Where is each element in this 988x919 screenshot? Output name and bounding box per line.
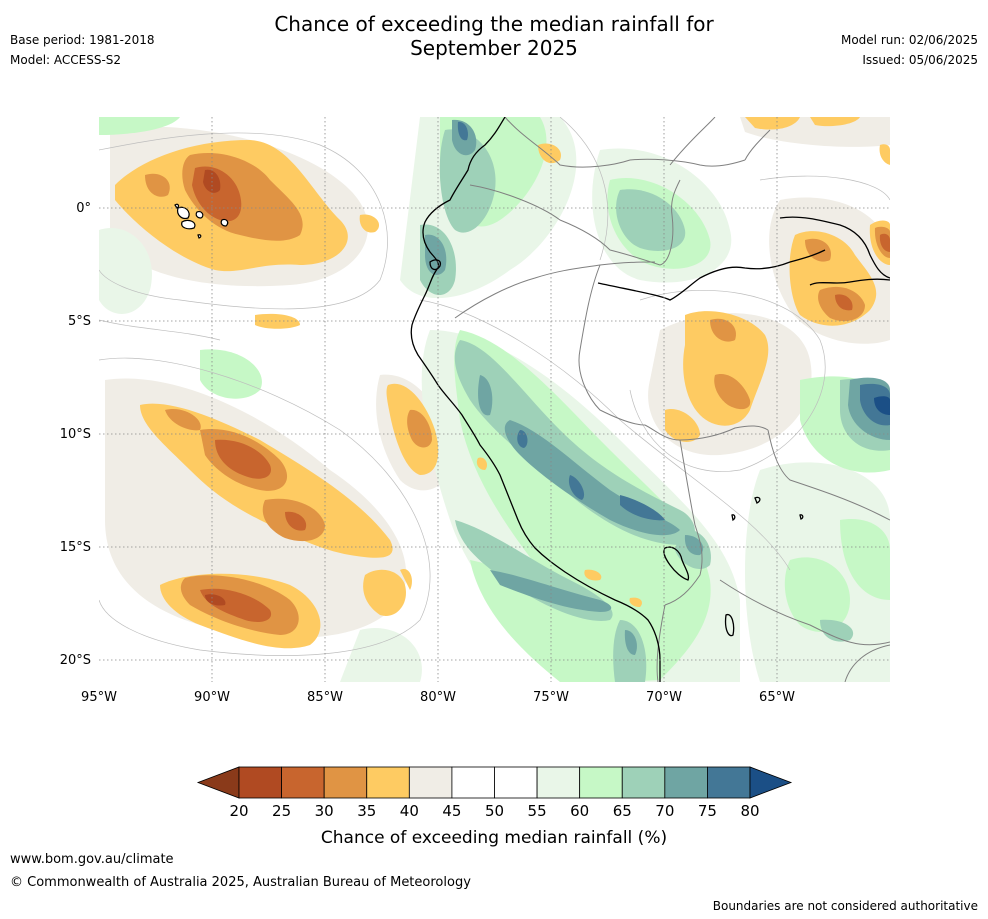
map-title: Chance of exceeding the median rainfall … [194, 12, 794, 60]
contour-lines [99, 117, 890, 656]
meta-left: Base period: 1981-2018 Model: ACCESS-S2 [10, 30, 155, 70]
colorbar-tick-label: 80 [740, 802, 759, 820]
lon-label: 70°W [646, 690, 682, 705]
colorbar-label: Chance of exceeding median rainfall (%) [321, 828, 667, 848]
field-over-80 [874, 396, 890, 415]
colorbar-segment [494, 766, 538, 799]
title-line-2: September 2025 [410, 36, 578, 60]
colorbar-tick-label: 50 [485, 802, 504, 820]
copyright: © Commonwealth of Australia 2025, Austra… [10, 875, 471, 890]
map-area [99, 117, 890, 682]
lat-label: 15°S [60, 540, 91, 555]
colorbar-tick-label: 55 [528, 802, 547, 820]
colorbar-tick-label: 60 [570, 802, 589, 820]
lon-label: 90°W [194, 690, 230, 705]
lat-label: 0° [76, 201, 91, 216]
colorbar-tick-label: 40 [400, 802, 419, 820]
colorbar-segment [238, 766, 282, 799]
base-period: Base period: 1981-2018 [10, 33, 155, 47]
lon-label: 75°W [533, 690, 569, 705]
model-run: Model run: 02/06/2025 [840, 33, 978, 47]
disclaimer: Boundaries are not considered authoritat… [712, 899, 978, 913]
colorbar: 20 25 30 35 40 45 50 55 60 65 70 75 80 [196, 766, 793, 820]
colorbar-segment [707, 766, 751, 799]
colorbar-segment [579, 766, 623, 799]
colorbar-segment [536, 766, 581, 799]
title-line-1: Chance of exceeding the median rainfall … [274, 12, 714, 36]
country-borders [454, 117, 890, 682]
colorbar-segment [281, 766, 325, 799]
lon-label: 95°W [81, 690, 117, 705]
colorbar-segment [664, 766, 708, 799]
colorbar-tick-label: 25 [272, 802, 291, 820]
colorbar-segment [621, 766, 666, 799]
colorbar-tick-label: 75 [698, 802, 717, 820]
colorbar-segment [323, 766, 368, 799]
lat-label: 5°S [68, 314, 91, 329]
colorbar-segment [451, 766, 495, 799]
colorbar-segment [408, 766, 453, 799]
colorbar-tick-label: 30 [315, 802, 334, 820]
lat-axis-labels: 0° 5°S 10°S 15°S 20°S [60, 201, 91, 668]
website-link[interactable]: www.bom.gov.au/climate [10, 852, 174, 867]
lon-axis-labels: 95°W 90°W 85°W 80°W 75°W 70°W 65°W [81, 690, 795, 705]
lon-label: 85°W [307, 690, 343, 705]
galapagos-islands [174, 203, 229, 239]
colorbar-tick-label: 70 [655, 802, 674, 820]
model-name: Model: ACCESS-S2 [10, 53, 122, 67]
lon-label: 65°W [759, 690, 795, 705]
lon-label: 80°W [420, 690, 456, 705]
lat-label: 10°S [60, 427, 91, 442]
colorbar-under-arrow [196, 766, 240, 799]
colorbar-tick-label: 65 [613, 802, 632, 820]
meta-right: Model run: 02/06/2025 Issued: 05/06/2025 [841, 30, 978, 70]
colorbar-tick-label: 35 [357, 802, 376, 820]
issued-date: Issued: 05/06/2025 [862, 53, 978, 67]
colorbar-over-arrow [749, 766, 793, 799]
colorbar-tick-label: 45 [442, 802, 461, 820]
colorbar-tick-label: 20 [229, 802, 248, 820]
lat-label: 20°S [60, 653, 91, 668]
colorbar-segment [366, 766, 410, 799]
